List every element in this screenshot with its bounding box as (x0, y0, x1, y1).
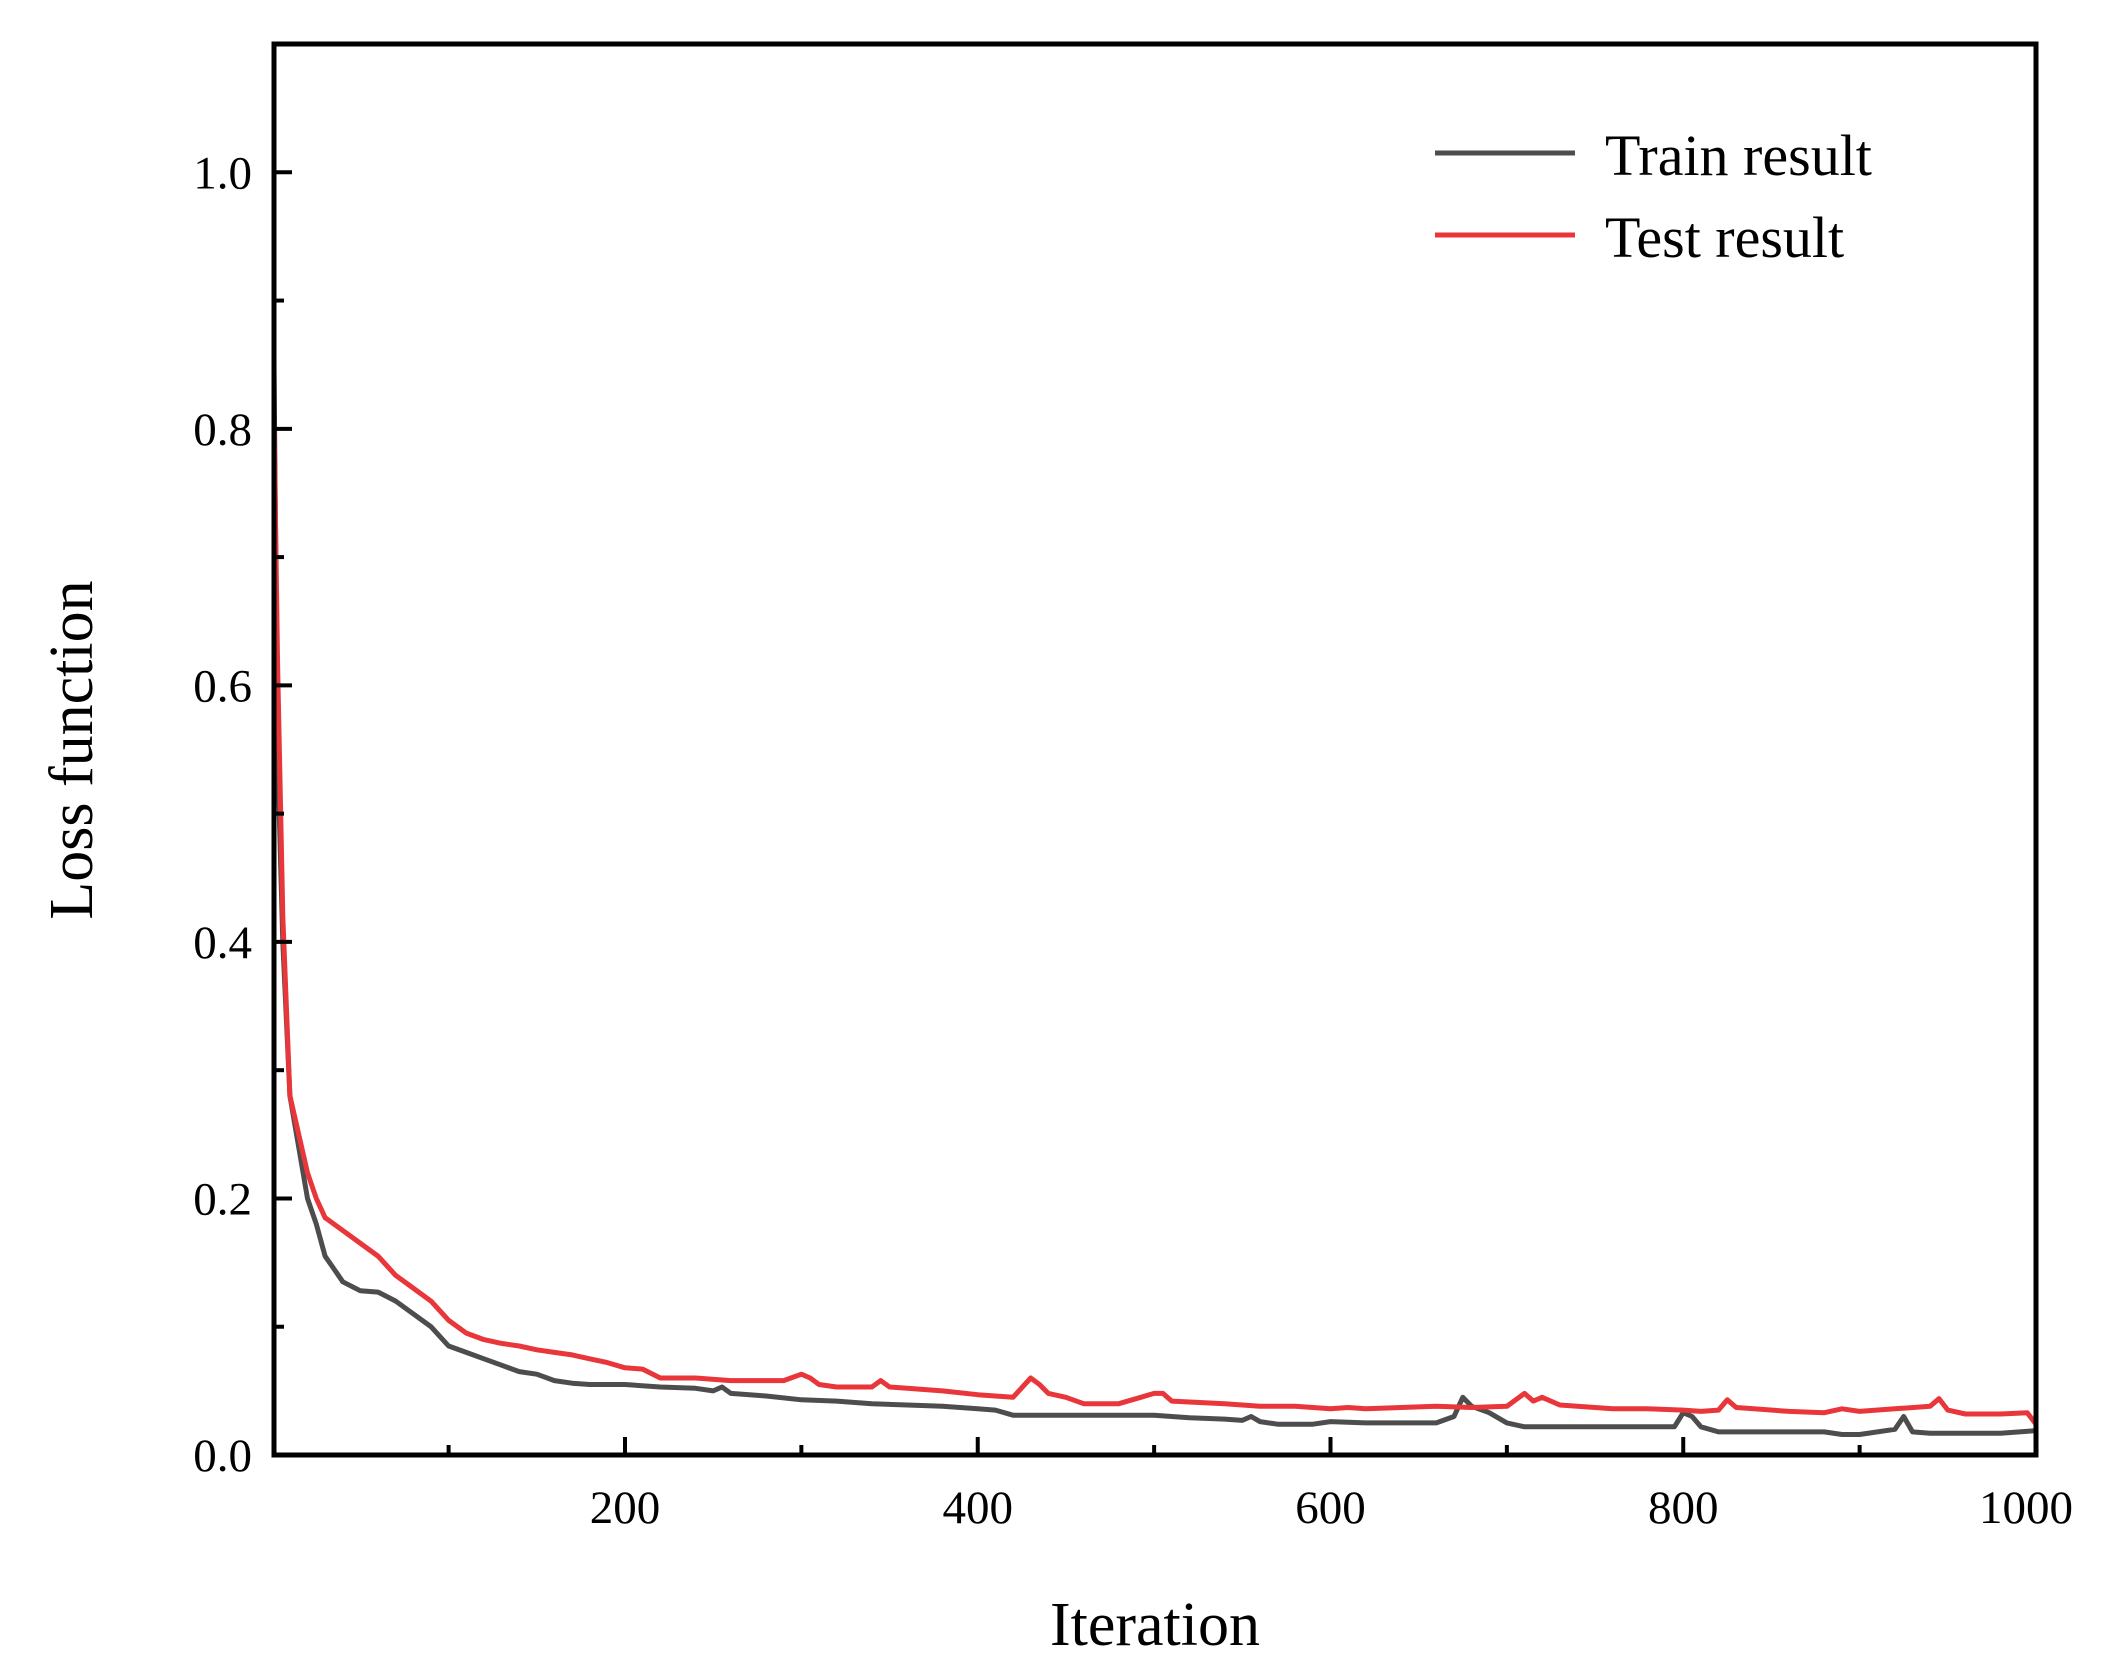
legend-label-train: Train result (1605, 123, 1872, 188)
plot-lines (271, 362, 2039, 1437)
series-line-train-result (271, 362, 2039, 1437)
axis-ticks (274, 42, 2038, 1457)
legend: Train result Test result (1435, 123, 1872, 270)
y-tick-label: 0.6 (193, 660, 252, 712)
x-tick-label: 600 (1295, 1482, 1366, 1534)
x-axis-title: Iteration (1050, 1591, 1260, 1659)
y-tick-label: 0.2 (193, 1173, 252, 1225)
x-tick-label: 800 (1648, 1482, 1719, 1534)
axis-tick-labels: 0.0 0.2 0.4 0.6 0.8 1.0 200 400 600 800 1000 (193, 147, 2073, 1534)
y-tick-label: 1.0 (193, 147, 252, 199)
x-tick-label: 200 (590, 1482, 661, 1534)
y-tick-label: 0.8 (193, 404, 252, 456)
y-tick-label: 0.0 (193, 1430, 252, 1482)
y-tick-label: 0.4 (193, 917, 252, 969)
legend-label-test: Test result (1605, 205, 1844, 270)
y-axis-title: Loss function (38, 580, 106, 919)
x-tick-label: 400 (942, 1482, 1013, 1534)
series-line-test-result (271, 413, 2039, 1427)
x-tick-label: 1000 (1979, 1482, 2073, 1534)
